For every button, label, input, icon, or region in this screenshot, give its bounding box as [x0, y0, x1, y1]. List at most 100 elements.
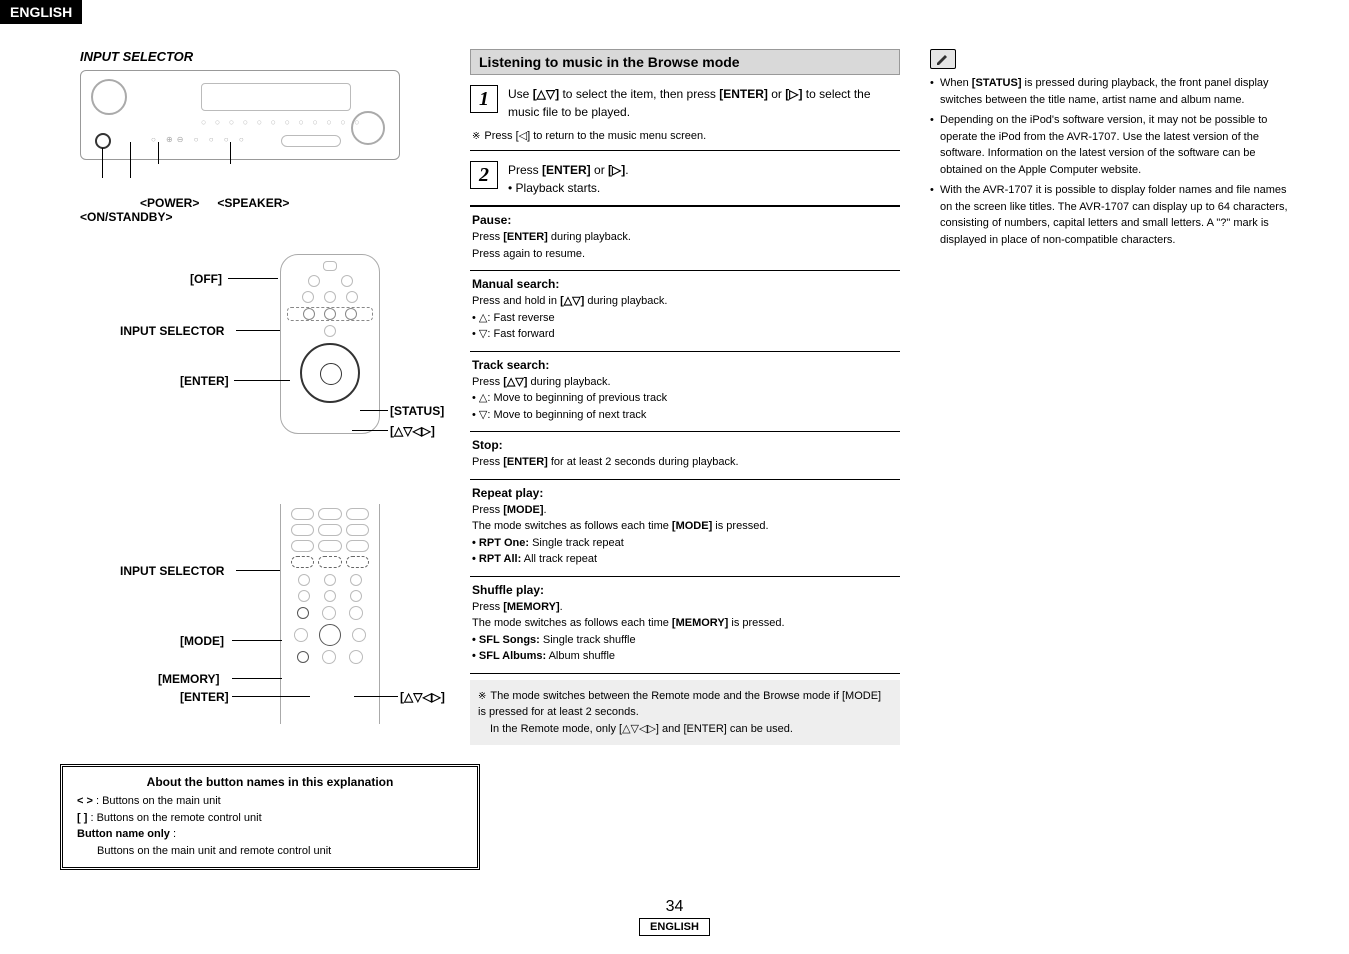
return-note-text: Press [◁] to return to the music menu sc… [484, 130, 706, 142]
remote2-grid [281, 504, 379, 572]
remote1-block: [OFF] INPUT SELECTOR [ENTER] [STATUS] [△… [80, 254, 440, 464]
about-square: [ ] [77, 812, 87, 824]
about-nameonly: Button name only [77, 828, 170, 840]
main-unit-power-knob [95, 133, 111, 149]
step-2-text: Press [ENTER] or [▷]. • Playback starts. [508, 161, 900, 197]
shuffle-hd: Shuffle play: [472, 583, 898, 597]
label-enter-r1: [ENTER] [180, 374, 229, 388]
about-angle: < > [77, 795, 93, 807]
remote2-block: INPUT SELECTOR [MODE] [MEMORY] [ENTER] [… [80, 504, 440, 734]
stop-enter: [ENTER] [503, 456, 548, 468]
label-on-standby: <ON/STANDBY> [80, 210, 440, 224]
page-columns: INPUT SELECTOR ○ ○ ○ ○ ○ ○ ○ ○ ○ ○ ○ ○ ○… [0, 24, 1349, 870]
label-status-r1: [STATUS] [390, 404, 444, 418]
shuffle-block: Shuffle play: Press [MEMORY]. The mode s… [470, 576, 900, 674]
step-1: 1 Use [△▽] to select the item, then pres… [470, 85, 900, 121]
track-t2: during playback. [527, 376, 610, 388]
pencil-icon [930, 49, 956, 69]
shuffle-t1: Press [472, 601, 503, 613]
label-memory-r2: [MEMORY] [158, 672, 220, 686]
main-unit-pill [281, 135, 341, 147]
shuffle-b2b: Album shuffle [546, 650, 615, 662]
tip-1: When [STATUS] is pressed during playback… [930, 75, 1299, 108]
shuffle-mem: [MEMORY] [503, 601, 559, 613]
about-angle-desc: : Buttons on the main unit [96, 795, 221, 807]
sn-mode: [MODE] [842, 690, 881, 702]
remote1-labels: [OFF] INPUT SELECTOR [ENTER] [STATUS] [△… [80, 254, 440, 454]
manual-t2: during playback. [584, 295, 667, 307]
pause-l2: Press again to resume. [472, 246, 898, 263]
tips-list: When [STATUS] is pressed during playback… [930, 75, 1299, 248]
label-input-selector-r1: INPUT SELECTOR [120, 324, 224, 338]
main-unit-buttons: ○ ⊕⊖ ○ ○ ○ ○ [151, 135, 248, 144]
track-b1: • △: Move to beginning of previous track [472, 390, 898, 407]
shuffle-b1b: Single track shuffle [540, 634, 636, 646]
step2-bullet: • Playback starts. [508, 179, 900, 197]
repeat-t1c: . [544, 504, 547, 516]
pause-block: Pause: Press [ENTER] during playback. Pr… [470, 207, 900, 270]
step2-t1: Press [508, 163, 542, 177]
return-note: ※Press [◁] to return to the music menu s… [472, 129, 900, 142]
sn-2c: and [659, 723, 683, 735]
step-1-number: 1 [470, 85, 498, 113]
shuffle-t1c: . [560, 601, 563, 613]
tip2-post: Depending on the iPod's software version… [940, 114, 1267, 176]
repeat-b1b: Single track repeat [529, 537, 624, 549]
manual-t1: Press and hold in [472, 295, 560, 307]
step2-t2: or [591, 163, 608, 177]
step-2-number: 2 [470, 161, 498, 189]
shuffle-b1a: • SFL Songs: [472, 634, 540, 646]
label-arrows-r2: [△▽◁▷] [400, 690, 445, 704]
repeat-block: Repeat play: Press [MODE]. The mode swit… [470, 479, 900, 576]
column-left: INPUT SELECTOR ○ ○ ○ ○ ○ ○ ○ ○ ○ ○ ○ ○ ○… [80, 49, 440, 870]
repeat-t2: The mode switches as follows each time [472, 520, 672, 532]
step1-t3: or [768, 87, 785, 101]
step2-enter: [ENTER] [542, 163, 591, 177]
pause-t2: during playback. [548, 231, 631, 243]
step-1-text: Use [△▽] to select the item, then press … [508, 85, 900, 121]
repeat-hd: Repeat play: [472, 486, 898, 500]
track-hd: Track search: [472, 358, 898, 372]
manual-b2: • ▽: Fast forward [472, 326, 898, 343]
step1-sym: [△▽] [533, 87, 559, 101]
stop-t1: Press [472, 456, 503, 468]
tip3-post: With the AVR-1707 it is possible to disp… [940, 184, 1288, 246]
note-marker-2: ※ [478, 691, 486, 702]
column-middle: Listening to music in the Browse mode 1 … [470, 49, 900, 870]
manual-sym: [△▽] [560, 295, 584, 307]
shuffle-t2: The mode switches as follows each time [472, 617, 672, 629]
label-input-selector-main: INPUT SELECTOR [80, 49, 440, 64]
main-unit-knob-left [91, 79, 127, 115]
step1-enter: [ENTER] [719, 87, 768, 101]
label-enter-r2: [ENTER] [180, 690, 229, 704]
footer-language: ENGLISH [639, 918, 710, 936]
tip1-pre: When [940, 77, 972, 89]
step1-right: [▷] [785, 87, 802, 101]
about-colon: : [173, 828, 176, 840]
manual-hd: Manual search: [472, 277, 898, 291]
switch-note: ※ The mode switches between the Remote mo… [470, 680, 900, 746]
tip-2: Depending on the iPod's software version… [930, 112, 1299, 178]
label-input-selector-r2: INPUT SELECTOR [120, 564, 224, 578]
about-title: About the button names in this explanati… [77, 775, 463, 789]
about-square-desc: : Buttons on the remote control unit [90, 812, 261, 824]
sn-arrows: [△▽◁▷] [619, 723, 659, 735]
tip1-bold: [STATUS] [972, 77, 1022, 89]
about-both: Buttons on the main unit and remote cont… [77, 843, 463, 860]
page-number: 34 [0, 898, 1349, 916]
tip-3: With the AVR-1707 it is possible to disp… [930, 182, 1299, 248]
label-arrows-r1: [△▽◁▷] [390, 424, 435, 438]
shuffle-t2c: is pressed. [728, 617, 784, 629]
sn-enter: [ENTER] [683, 723, 726, 735]
sn-1: The mode switches between the Remote mod… [490, 690, 842, 702]
manual-block: Manual search: Press and hold in [△▽] du… [470, 270, 900, 351]
repeat-mode2: [MODE] [672, 520, 712, 532]
section-title: Listening to music in the Browse mode [470, 49, 900, 75]
track-block: Track search: Press [△▽] during playback… [470, 351, 900, 432]
sn-1c: is pressed for at least 2 seconds. [478, 706, 639, 718]
step2-t3: . [625, 163, 628, 177]
main-unit-screen [201, 83, 351, 111]
sn-2: In the Remote mode, only [490, 723, 619, 735]
pause-hd: Pause: [472, 213, 898, 227]
shuffle-mem2: [MEMORY] [672, 617, 728, 629]
